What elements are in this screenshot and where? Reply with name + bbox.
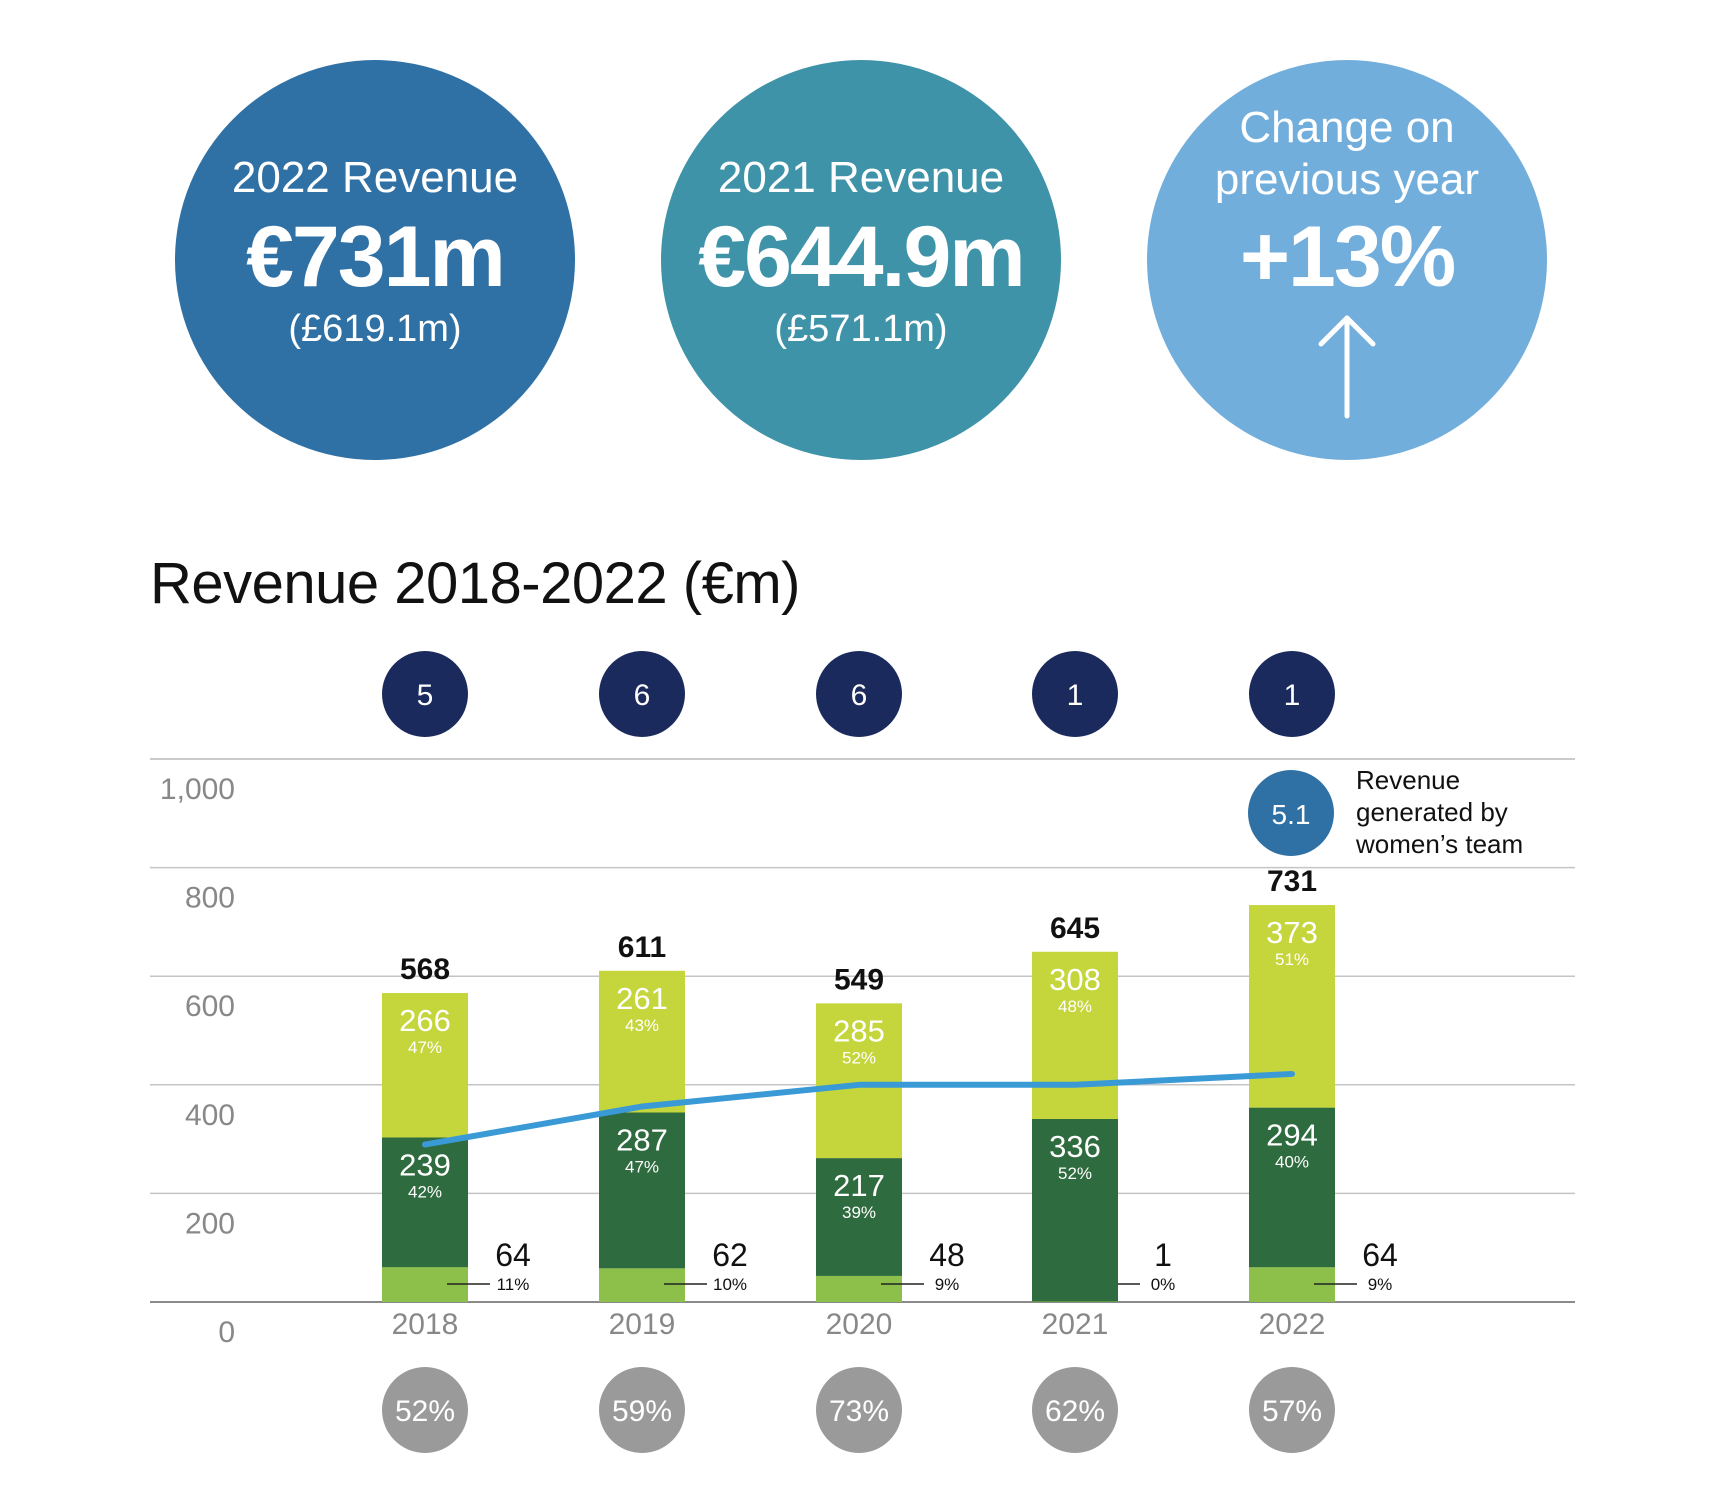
top-badge-label: 6	[634, 679, 651, 712]
data-label: 217	[833, 1168, 885, 1203]
y-tick-label: 600	[185, 990, 235, 1023]
data-label: 287	[616, 1122, 668, 1157]
bottom-badge-label: 73%	[829, 1395, 889, 1428]
kpi-change: Change on previous year +13%	[1147, 60, 1547, 460]
kpi-sub: (£571.1m)	[774, 308, 948, 350]
data-pct-label: 9%	[935, 1275, 960, 1294]
bottom-badge-label: 57%	[1262, 1395, 1322, 1428]
bar-segment	[1032, 1119, 1118, 1302]
legend-text: women’s team	[1355, 829, 1523, 859]
x-tick-label: 2021	[1042, 1308, 1109, 1341]
bottom-badge-label: 62%	[1045, 1395, 1105, 1428]
legend-bubble	[1248, 770, 1334, 856]
data-pct-label: 48%	[1058, 997, 1092, 1016]
kpi-value: €731m	[246, 209, 506, 305]
total-label: 731	[1267, 865, 1317, 898]
kpi-2022-revenue: 2022 Revenue €731m (£619.1m)	[175, 60, 575, 460]
data-label: 294	[1266, 1118, 1318, 1153]
data-label: 261	[616, 981, 668, 1016]
data-label: 239	[399, 1147, 451, 1182]
kpi-label: 2021 Revenue	[717, 153, 1005, 202]
top-badge	[382, 651, 468, 737]
bottom-badge	[599, 1367, 685, 1453]
legend-bubble-label: 5.1	[1272, 799, 1311, 830]
y-tick-label: 200	[185, 1207, 235, 1240]
total-label: 611	[618, 931, 666, 964]
bar-segment	[816, 1275, 902, 1302]
bar-segment	[1032, 1301, 1118, 1302]
bottom-badge	[1032, 1367, 1118, 1453]
y-tick-label: 0	[218, 1316, 235, 1349]
data-pct-label: 10%	[713, 1275, 747, 1294]
y-tick-label: 800	[185, 882, 235, 915]
kpi-label-line2: previous year	[1214, 155, 1480, 204]
bottom-badge	[816, 1367, 902, 1453]
top-badge	[1249, 651, 1335, 737]
data-label: 1	[1154, 1237, 1172, 1273]
bottom-badge-label: 59%	[612, 1395, 672, 1428]
kpi-value: €644.9m	[698, 209, 1026, 305]
data-label: 266	[399, 1003, 451, 1038]
bar-segment	[599, 1268, 685, 1302]
x-tick-label: 2020	[826, 1308, 893, 1341]
top-badge-label: 6	[851, 679, 868, 712]
legend-text: generated by	[1356, 797, 1508, 827]
data-label: 285	[833, 1013, 885, 1048]
top-badge-label: 1	[1284, 679, 1301, 712]
data-pct-label: 0%	[1151, 1275, 1176, 1294]
bottom-badge	[382, 1367, 468, 1453]
bar-segment	[816, 1003, 902, 1159]
bar-segment	[1249, 1107, 1335, 1268]
x-tick-label: 2018	[392, 1308, 459, 1341]
data-label: 336	[1049, 1129, 1101, 1164]
data-pct-label: 47%	[408, 1038, 442, 1057]
data-pct-label: 43%	[625, 1016, 659, 1035]
data-pct-label: 42%	[408, 1182, 442, 1201]
bar-segment	[816, 1158, 902, 1276]
y-tick-label: 400	[185, 1099, 235, 1132]
data-pct-label: 52%	[842, 1048, 876, 1067]
top-badge-label: 5	[417, 679, 434, 712]
data-pct-label: 9%	[1368, 1275, 1393, 1294]
total-label: 568	[400, 953, 450, 986]
bar-segment	[599, 970, 685, 1113]
y-tick-label: 1,000	[160, 773, 235, 806]
data-label: 373	[1266, 915, 1318, 950]
top-badge-label: 1	[1067, 679, 1084, 712]
top-badge	[816, 651, 902, 737]
data-pct-label: 39%	[842, 1203, 876, 1222]
total-label: 645	[1050, 912, 1100, 945]
data-pct-label: 52%	[1058, 1164, 1092, 1183]
data-pct-label: 11%	[497, 1275, 530, 1294]
bar-segment	[382, 993, 468, 1138]
bottom-badge-label: 52%	[395, 1395, 455, 1428]
women-team-revenue-line	[422, 1070, 1295, 1148]
arrow-up-icon	[1318, 315, 1376, 419]
kpi-value: +13%	[1239, 209, 1456, 305]
kpi-label: 2022 Revenue	[231, 153, 519, 202]
top-badge	[599, 651, 685, 737]
chart-title: Revenue 2018-2022 (€m)	[150, 551, 800, 616]
legend-text: Revenue	[1356, 765, 1460, 795]
x-tick-label: 2019	[609, 1308, 676, 1341]
bottom-badge	[1249, 1367, 1335, 1453]
kpi-2021-revenue: 2021 Revenue €644.9m (£571.1m)	[661, 60, 1061, 460]
x-tick-label: 2022	[1259, 1308, 1326, 1341]
kpi-label-line1: Change on	[1239, 103, 1455, 152]
bar-segment	[1032, 951, 1118, 1120]
top-badge	[1032, 651, 1118, 737]
data-label: 308	[1049, 962, 1101, 997]
total-label: 549	[834, 963, 884, 996]
data-pct-label: 51%	[1275, 950, 1309, 969]
bar-segment	[382, 1137, 468, 1268]
bar-segment	[599, 1112, 685, 1269]
data-pct-label: 47%	[625, 1157, 659, 1176]
data-label: 62	[712, 1237, 748, 1273]
data-label: 64	[1362, 1237, 1398, 1273]
data-label: 64	[495, 1237, 531, 1273]
data-label: 48	[929, 1237, 965, 1273]
kpi-sub: (£619.1m)	[288, 308, 462, 350]
data-pct-label: 40%	[1275, 1153, 1309, 1172]
